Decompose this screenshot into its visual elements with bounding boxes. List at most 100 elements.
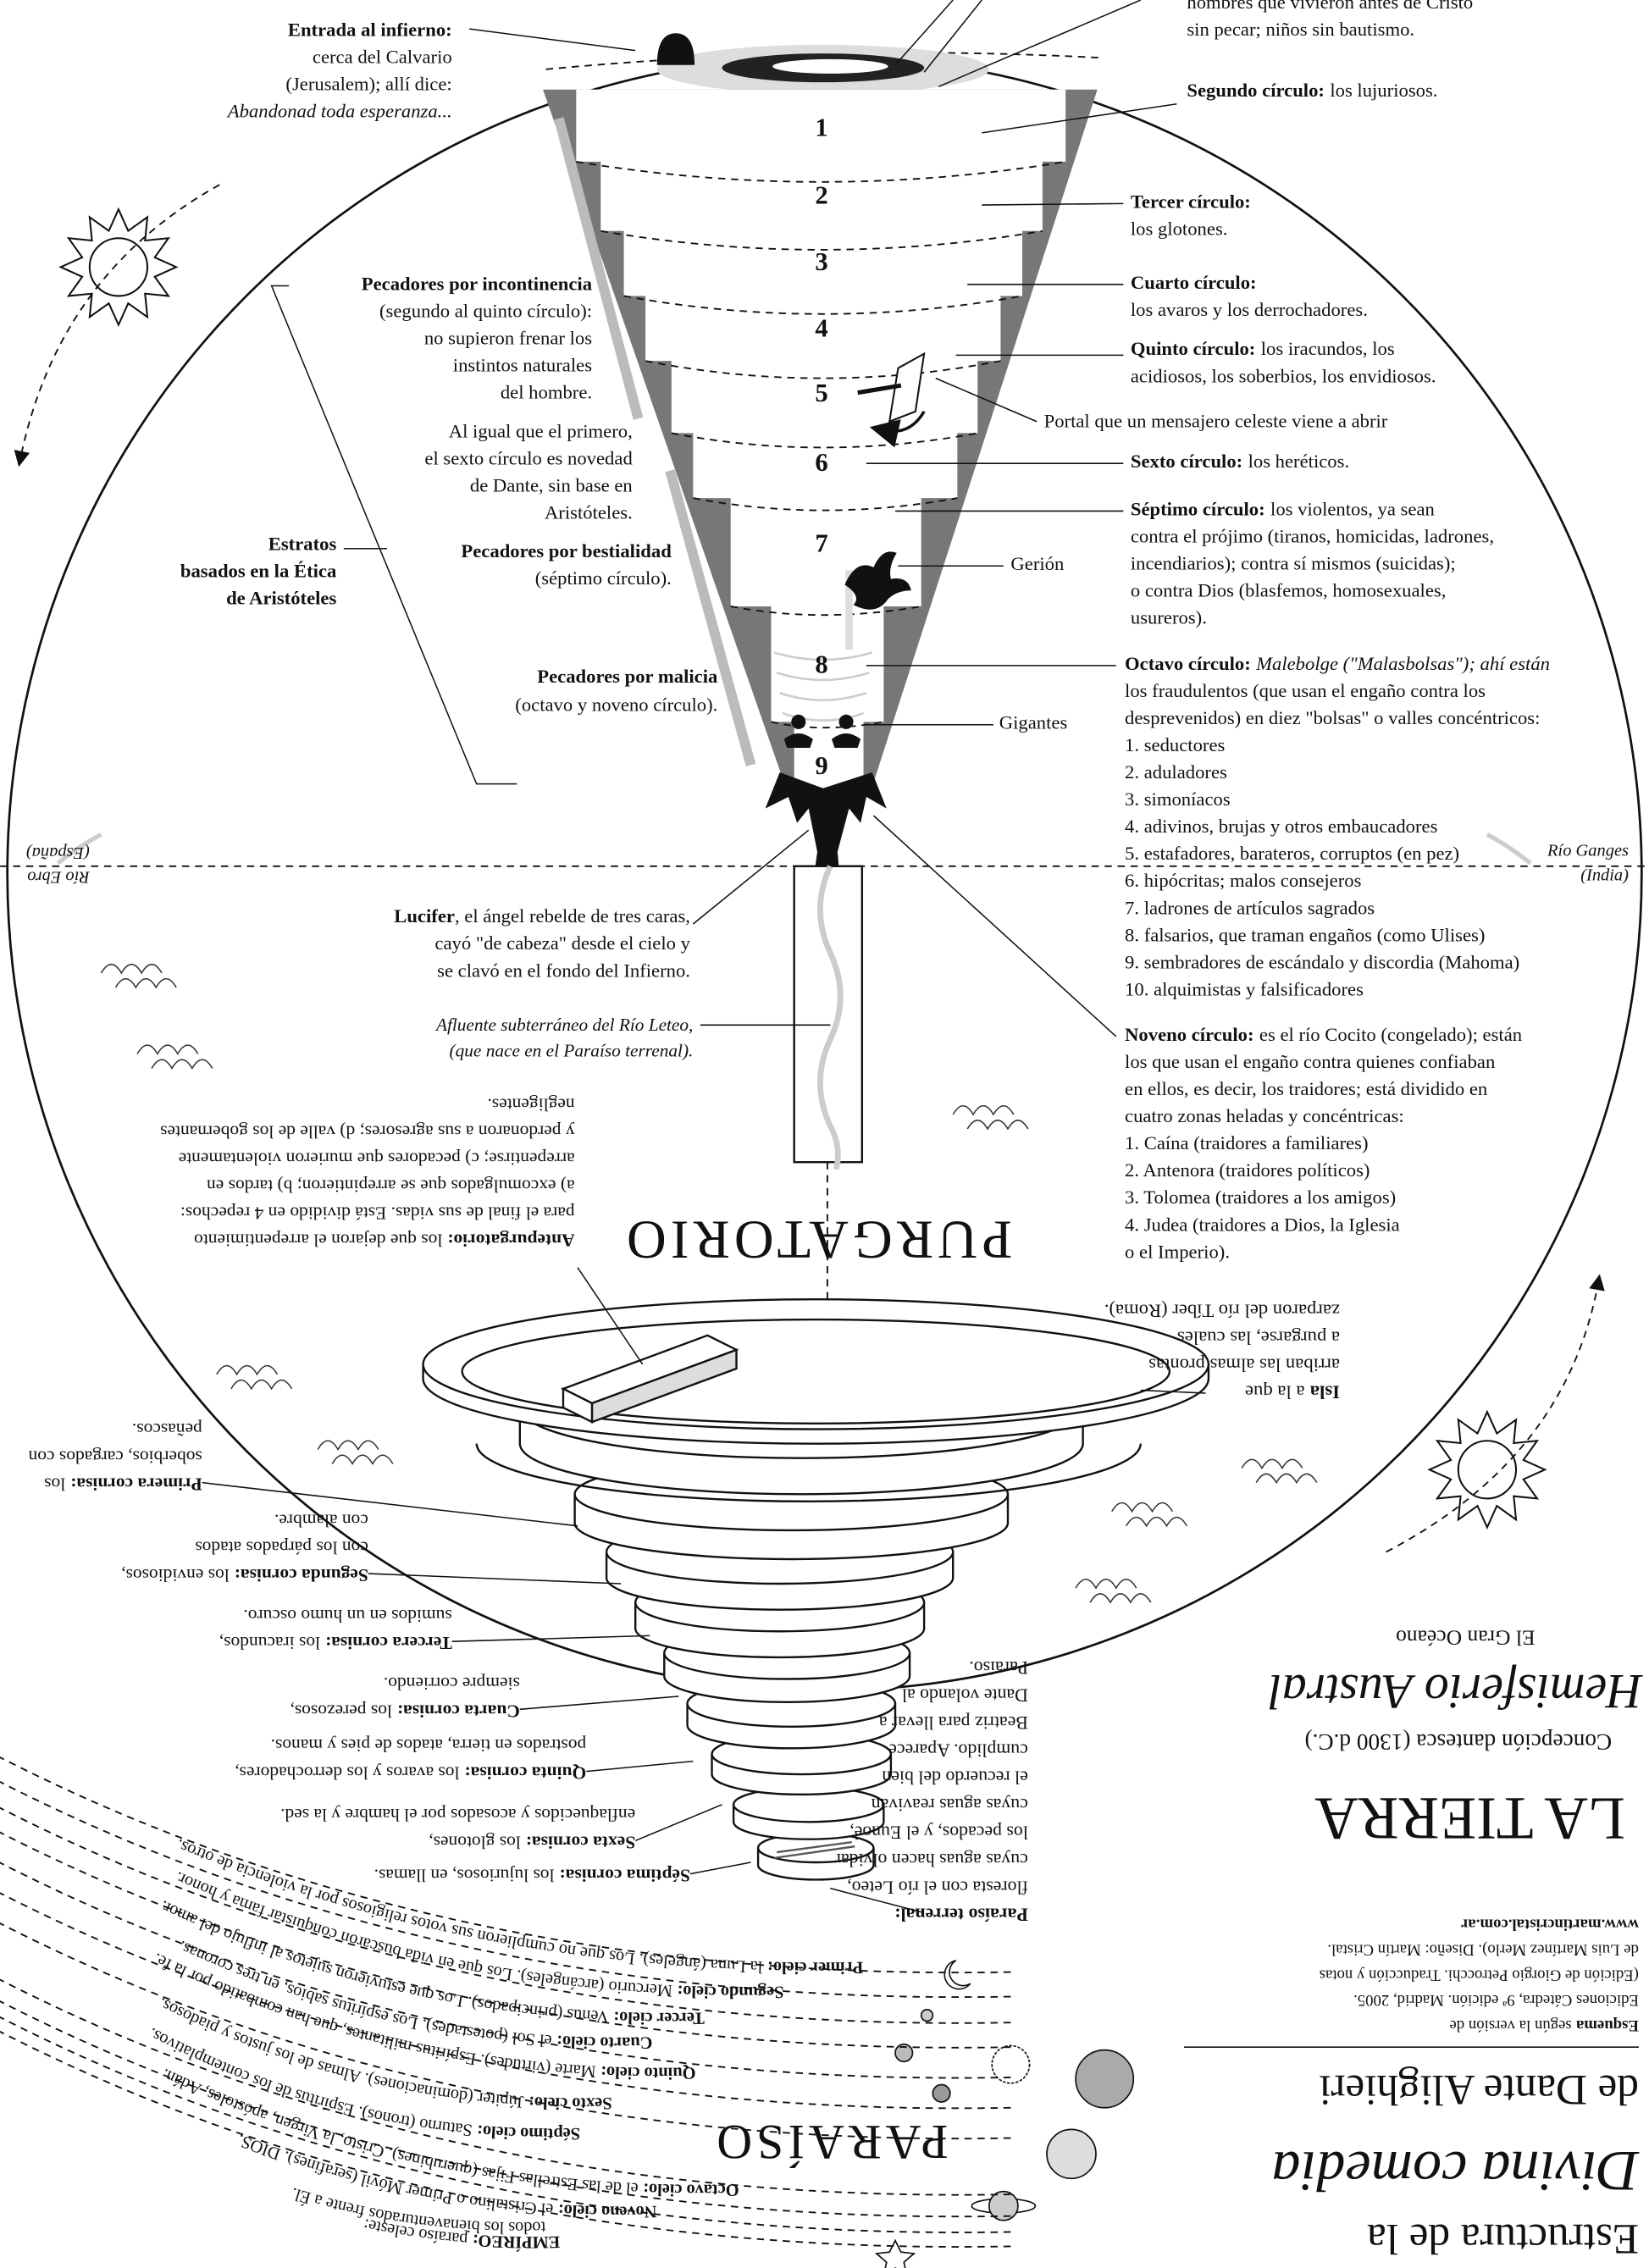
ocean-label-text: El Gran Océano — [1396, 1626, 1536, 1651]
ledge-note-text: enflaquecidos y acosados por el hambre y… — [280, 1805, 635, 1825]
heaven-note: Noveno cielo:el Cristalino o Primer Móvi… — [235, 2130, 657, 2221]
ganges-label-text: (India) — [1580, 866, 1629, 884]
giants-label-text: Gigantes — [999, 712, 1068, 733]
ledge-note: Séptima cornisa:los lujuriosos, en llama… — [374, 1866, 690, 1886]
credits-source-text: según la versión de — [1449, 2016, 1571, 2034]
earth-title-group: LA TIERRA — [1314, 1784, 1625, 1851]
credits-title: Divina comedia — [1271, 2139, 1640, 2204]
credits-source: www.martincristal.com.ar — [1461, 1915, 1639, 1933]
ledge-note-text: Sexta cornisa: — [526, 1833, 635, 1853]
earthly-paradise-note: cuyas aguas hacen olvidar — [834, 1850, 1028, 1870]
heaven-text: Cuarto cielo: — [556, 2032, 653, 2052]
antepurgatory-note: Antepurgatorio:los que dejaron el arrepe… — [194, 1231, 575, 1251]
island-note-text: Isla — [1310, 1381, 1340, 1402]
credits-title: Estructura de la — [1367, 2215, 1639, 2263]
entrance-cave — [657, 33, 694, 65]
ledge-note-text: Quinta cornisa: — [464, 1763, 586, 1784]
circle-note-text: los avaros y los derrochadores. — [1131, 299, 1368, 320]
limbo-note-text: hombres que vivieron antes de Cristo — [1187, 0, 1473, 13]
ledge-note-text: con los párpados atados — [195, 1538, 368, 1558]
sun — [1430, 1412, 1545, 1527]
heaven-path-text: Noveno cielo:el Cristalino o Primer Móvi… — [235, 2130, 657, 2221]
circle-note: los glotones. — [1131, 219, 1228, 240]
ledge-note-text: Segunda cornisa: — [235, 1565, 368, 1585]
earthly-paradise-note: los pecados, y el Eunoé, — [849, 1822, 1028, 1842]
earth-title: LA TIERRA — [1314, 1784, 1625, 1851]
malice-note: (octavo y noveno círculo). — [515, 694, 717, 716]
island-note: Islaa la que — [1245, 1381, 1340, 1402]
circle-note: cuatro zonas heladas y concéntricas: — [1125, 1105, 1404, 1126]
circle-note-text: Quinto círculo: — [1131, 338, 1255, 359]
incontinence-note: (segundo al quinto círculo): — [379, 301, 592, 322]
circle-note: Cuarto círculo: — [1131, 272, 1257, 293]
heaven-text: Primer cielo: — [767, 1957, 864, 1977]
ledge-note-group: Primera cornisa:lossoberbios, cargados c… — [28, 1419, 202, 1495]
ledge-note: Segunda cornisa:los envidiosos, — [121, 1565, 368, 1585]
earthly-paradise-note: Beatriz para llevar a — [878, 1712, 1027, 1733]
circle-note-text: es el río Cocito (congelado); están — [1259, 1024, 1522, 1045]
circle-note-text: 8. falsarios, que traman engaños (como U… — [1125, 925, 1485, 946]
earthly-paradise-note-text: Paraíso. — [969, 1657, 1028, 1678]
circle-note: Sexto círculo:los heréticos. — [1131, 451, 1349, 472]
ledge-note: sumidos en un humo oscuro. — [243, 1606, 451, 1626]
earthly-paradise-note-text: los pecados, y el Eunoé, — [849, 1822, 1028, 1842]
circle-number: 6 — [815, 448, 827, 477]
circle-note: incendiarios); contra sí mismos (suicida… — [1131, 553, 1456, 574]
island-note-text: zarparon del río Tíber (Roma). — [1104, 1300, 1340, 1321]
purgatory-title: PURGATORIO — [623, 1209, 1012, 1270]
credits-source: Ediciones Cátedra, 9ª edición. Madrid, 2… — [1353, 1991, 1639, 2009]
ledge-note-text: Séptima cornisa: — [560, 1866, 690, 1886]
sixth-note-text: el sexto círculo es novedad — [424, 448, 633, 469]
ledge-note-text: los perezosos, — [290, 1701, 391, 1721]
circle-note-text: 2. aduladores — [1125, 761, 1227, 783]
giants-label: Gigantes — [999, 712, 1068, 733]
heaven-text: Noveno cielo: — [557, 2200, 656, 2221]
credits-title-text: de Dante Alighieri — [1319, 2066, 1639, 2114]
incontinence-note-text: (segundo al quinto círculo): — [379, 301, 592, 322]
strata-note: de Aristóteles — [226, 588, 336, 609]
lucifer-note-text: se clavó en el fondo del Infierno. — [437, 960, 690, 981]
circle-number: 3 — [815, 247, 827, 276]
circle-note: usureros). — [1131, 607, 1207, 628]
ledge-note-text: los avaros y los derrochadores, — [235, 1763, 459, 1784]
ganges-label-text: Río Ganges — [1547, 841, 1629, 860]
ledge-note-group: Séptima cornisa:los lujuriosos, en llama… — [374, 1866, 690, 1886]
circle-note: los avaros y los derrochadores. — [1131, 299, 1368, 320]
entrance-note: (Jerusalem); allí dice: — [285, 74, 451, 95]
bestiality-note-text: (séptimo círculo). — [535, 567, 672, 589]
malice-note: Pecadores por malicia — [537, 666, 717, 687]
heaven-text: Octavo cielo: — [643, 2179, 739, 2199]
hemisphere-title-group: Hemisferio Austral — [1269, 1664, 1644, 1719]
credits-source-group: Esquemasegún la versión deEdiciones Cáte… — [1320, 1915, 1639, 2033]
ledge-note: postrados en tierra, atados de pies y ma… — [271, 1735, 587, 1756]
heaven-text: Segundo cielo: — [677, 1982, 784, 2002]
circle-note-text: o contra Dios (blasfemos, homosexuales, — [1131, 580, 1446, 601]
malice-note-text: (octavo y noveno círculo). — [515, 694, 717, 716]
circle-note: Séptimo círculo:los violentos, ya sean — [1131, 499, 1435, 520]
circle-note-text: 3. simoníacos — [1125, 788, 1231, 810]
purgatory-title-group: PURGATORIO — [623, 1209, 1012, 1270]
earthly-paradise-note: Dante volando al — [902, 1685, 1028, 1706]
earthly-paradise-note-text: cuyas aguas hacen olvidar — [834, 1850, 1028, 1870]
lethe-note: Afluente subterráneo del Río Leteo, — [434, 1015, 693, 1035]
circle-note-text: Octavo círculo: — [1125, 653, 1251, 674]
circle-note-text: los que usan el engaño contra quienes co… — [1125, 1051, 1495, 1072]
lethe-note-text: Afluente subterráneo del Río Leteo, — [434, 1015, 693, 1035]
circle-note: o contra Dios (blasfemos, homosexuales, — [1131, 580, 1446, 601]
limbo-note: hombres que vivieron antes de Cristo — [1187, 0, 1473, 13]
sixth-note-text: de Dante, sin base en — [470, 475, 633, 496]
ledge-note: Tercera cornisa:los iracundos, — [219, 1633, 452, 1653]
antepurgatory-note: y perdonaron a sus agresores; d) valle d… — [160, 1121, 574, 1142]
circle-note: Quinto círculo:los iracundos, los — [1131, 338, 1395, 359]
gerion-label-text: Gerión — [1010, 553, 1064, 574]
sixth-note: Al igual que el primero, — [449, 421, 633, 442]
circle-note: 9. sembradores de escándalo y discordia … — [1125, 952, 1519, 973]
circle-note: 8. falsarios, que traman engaños (como U… — [1125, 925, 1485, 946]
antepurgatory-note-text: a) excomulgados que se arrepintieron; b)… — [207, 1176, 575, 1197]
circle-note: 1. Caína (traidores a familiares) — [1125, 1132, 1368, 1153]
earth-title-text: LA TIERRA — [1314, 1784, 1625, 1851]
circle-note: 4. adivinos, brujas y otros embaucadores — [1125, 816, 1437, 837]
circle-note-text: Malebolge ("Malasbolsas"); ahí están — [1255, 653, 1550, 674]
strata-note: Estratos — [268, 534, 337, 555]
circle-note: Octavo círculo:Malebolge ("Malasbolsas")… — [1125, 653, 1550, 674]
